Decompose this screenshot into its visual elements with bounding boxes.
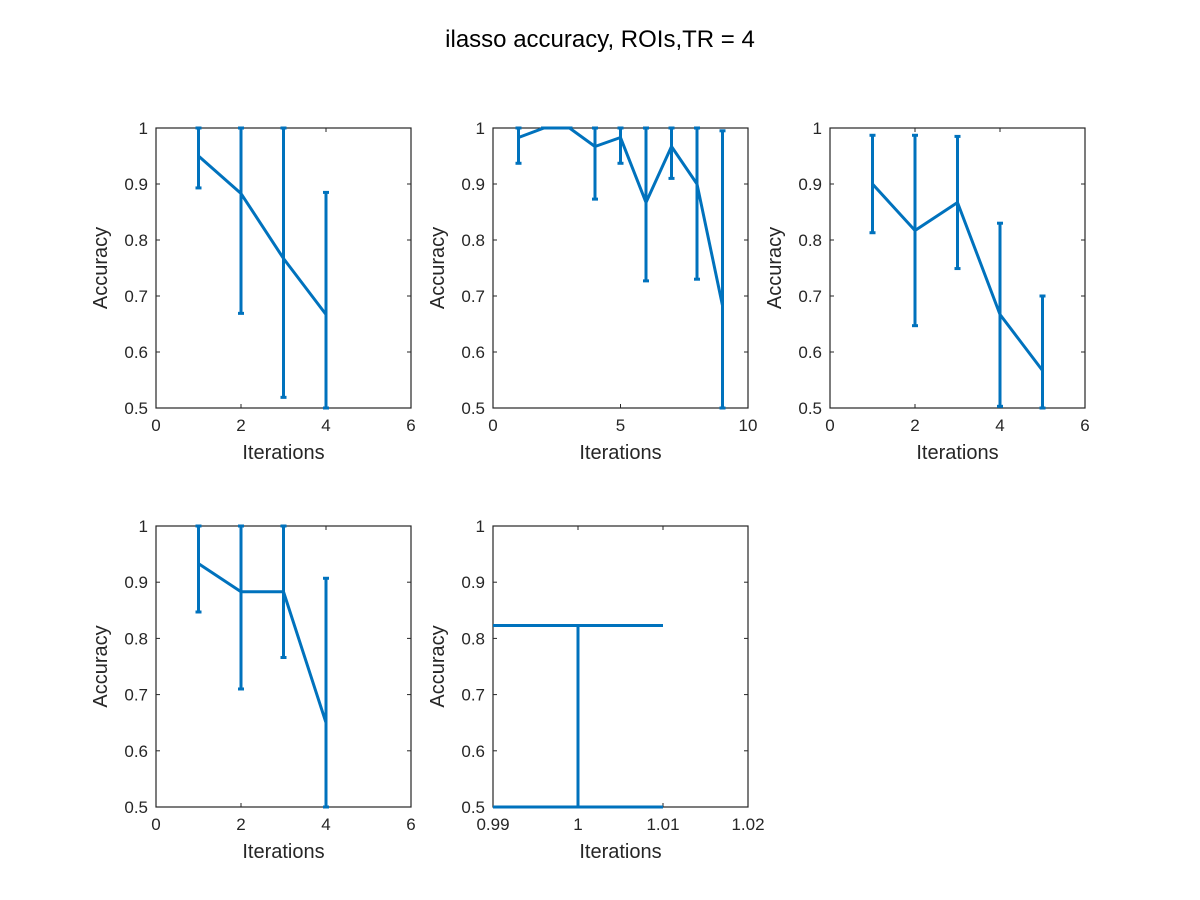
axes-box xyxy=(492,525,749,808)
x-tick-label: 2 xyxy=(236,815,245,834)
data-point xyxy=(871,182,874,186)
data-point xyxy=(239,192,243,196)
series-layer xyxy=(869,133,1046,410)
x-tick-label: 4 xyxy=(995,416,1004,435)
x-tick-label: 0 xyxy=(825,416,834,435)
x-axis-label: Iterations xyxy=(242,841,324,863)
y-tick-label: 0.8 xyxy=(461,231,485,250)
data-point xyxy=(956,200,959,204)
x-tick-label: 6 xyxy=(406,815,415,834)
x-tick-label: 6 xyxy=(1080,416,1089,435)
x-tick-label: 6 xyxy=(406,416,415,435)
series-layer xyxy=(195,524,329,809)
y-axis-label: Accuracy xyxy=(427,625,449,707)
y-axis-label: Accuracy xyxy=(427,227,449,309)
subplot-3: 0 2 4 6 0.5 0.6 0.7 0.8 0.9 1 Iterations Accuracy xyxy=(764,119,1090,464)
x-tick-label: 0 xyxy=(488,416,497,435)
x-tick-label: 1 xyxy=(573,815,582,834)
y-tick-label: 0.6 xyxy=(461,343,485,362)
series-layer xyxy=(493,623,663,809)
y-tick-label: 0.5 xyxy=(124,399,148,418)
y-tick-label: 0.6 xyxy=(461,742,485,761)
data-point xyxy=(282,256,285,260)
y-tick-label: 0.5 xyxy=(798,399,822,418)
data-point xyxy=(998,312,1002,316)
y-tick-label: 0.6 xyxy=(124,343,148,362)
y-tick-label: 0.8 xyxy=(124,629,148,648)
y-tick-label: 0.6 xyxy=(798,343,822,362)
data-point xyxy=(282,590,285,594)
y-tick-label: 0.9 xyxy=(461,175,485,194)
y-axis-label: Accuracy xyxy=(90,625,112,707)
x-tick-label: 4 xyxy=(321,416,330,435)
data-point xyxy=(721,304,724,308)
subplot-1: 0 2 4 6 0.5 0.6 0.7 0.8 0.9 1 Iterations Accuracy xyxy=(90,119,416,464)
data-point xyxy=(913,228,917,232)
x-tick-label: 0.99 xyxy=(476,815,509,834)
y-tick-label: 0.7 xyxy=(461,686,485,705)
data-point xyxy=(576,623,580,627)
y-tick-label: 1 xyxy=(139,119,148,138)
y-axis-label: Accuracy xyxy=(90,227,112,309)
y-tick-label: 1 xyxy=(476,119,485,138)
y-tick-label: 0.8 xyxy=(798,231,822,250)
x-tick-label: 4 xyxy=(321,815,330,834)
data-point xyxy=(1041,368,1044,372)
x-tick-label: 0 xyxy=(151,416,160,435)
series-line xyxy=(197,562,328,724)
y-tick-label: 0.7 xyxy=(124,686,148,705)
x-axis-label: Iterations xyxy=(579,841,661,863)
axes-box xyxy=(492,127,749,409)
y-tick-label: 0.6 xyxy=(124,742,148,761)
data-point xyxy=(568,126,571,130)
y-tick-label: 0.8 xyxy=(461,629,485,648)
data-point xyxy=(644,200,648,204)
series-line xyxy=(197,154,328,316)
y-tick-label: 0.5 xyxy=(461,798,485,817)
x-tick-label: 1.01 xyxy=(646,815,679,834)
data-point xyxy=(517,136,520,140)
y-tick-label: 0.9 xyxy=(124,573,148,592)
x-axis-label: Iterations xyxy=(579,442,661,464)
data-point xyxy=(239,590,243,594)
y-tick-label: 0.5 xyxy=(461,399,485,418)
y-tick-label: 0.9 xyxy=(798,175,822,194)
y-tick-label: 1 xyxy=(476,517,485,536)
data-point xyxy=(695,182,699,186)
x-axis-label: Iterations xyxy=(242,442,324,464)
y-axis-label: Accuracy xyxy=(764,227,786,309)
y-tick-label: 1 xyxy=(813,119,822,138)
figure-title: ilasso accuracy, ROIs,TR = 4 xyxy=(445,26,755,53)
x-tick-label: 2 xyxy=(236,416,245,435)
y-tick-label: 0.9 xyxy=(461,573,485,592)
data-point xyxy=(542,126,546,130)
x-axis-label: Iterations xyxy=(916,442,998,464)
y-tick-label: 0.7 xyxy=(798,287,822,306)
x-tick-label: 10 xyxy=(739,416,758,435)
x-tick-label: 2 xyxy=(910,416,919,435)
data-point xyxy=(619,136,622,140)
y-tick-label: 0.8 xyxy=(124,231,148,250)
data-point xyxy=(197,154,200,158)
data-point xyxy=(197,562,200,566)
subplot-2: 0 5 10 0.5 0.6 0.7 0.8 0.9 1 Iterations Accuracy xyxy=(427,119,757,464)
data-point xyxy=(324,721,328,725)
x-tick-label: 5 xyxy=(616,416,625,435)
x-tick-label: 0 xyxy=(151,815,160,834)
y-tick-label: 1 xyxy=(139,517,148,536)
subplot-4: 0 2 4 6 0.5 0.6 0.7 0.8 0.9 1 Iterations Accuracy xyxy=(90,517,416,863)
data-point xyxy=(670,144,673,148)
y-tick-label: 0.7 xyxy=(461,287,485,306)
data-point xyxy=(593,144,597,148)
y-tick-label: 0.5 xyxy=(124,798,148,817)
x-tick-label: 1.02 xyxy=(731,815,764,834)
y-tick-label: 0.9 xyxy=(124,175,148,194)
data-point xyxy=(324,312,328,316)
y-tick-label: 0.7 xyxy=(124,287,148,306)
series-layer xyxy=(195,126,329,410)
subplot-5: 0.99 1 1.01 1.02 0.5 0.6 0.7 0.8 0.9 1 Iterations A… xyxy=(427,517,765,863)
series-layer xyxy=(515,126,726,410)
